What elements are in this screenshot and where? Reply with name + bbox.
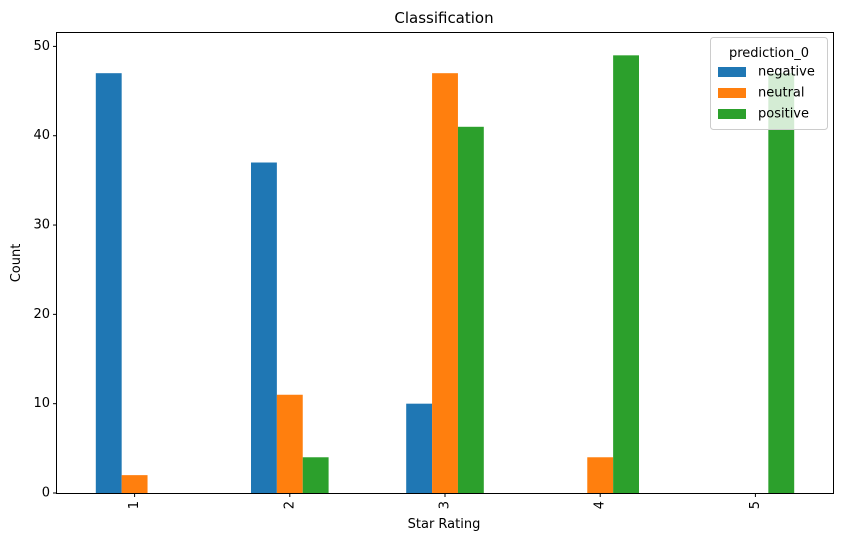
bar-negative-2 bbox=[251, 162, 277, 493]
bar-positive-3 bbox=[457, 126, 484, 493]
bar-positive-4 bbox=[613, 55, 639, 493]
legend-label-negative: negative bbox=[758, 65, 815, 80]
y-tick-label: 20 bbox=[33, 307, 50, 322]
x-tick-label: 1 bbox=[127, 501, 142, 509]
plot-frame bbox=[56, 32, 834, 494]
bars-group bbox=[95, 55, 795, 493]
bar-neutral-2 bbox=[276, 394, 303, 493]
legend-swatch-negative bbox=[718, 67, 746, 77]
y-tick-label: 0 bbox=[42, 486, 50, 501]
x-tick-label: 2 bbox=[282, 501, 297, 509]
legend-label-positive: positive bbox=[758, 107, 809, 122]
y-tick-label: 30 bbox=[33, 218, 50, 233]
legend-swatch-neutral bbox=[718, 88, 746, 98]
y-tick-label: 40 bbox=[33, 128, 50, 143]
y-tick-label: 10 bbox=[33, 396, 50, 411]
bar-negative-1 bbox=[95, 73, 122, 493]
bar-neutral-3 bbox=[432, 73, 458, 493]
legend: prediction_0 negative neutral positive bbox=[710, 37, 828, 130]
x-tick-label: 4 bbox=[593, 501, 608, 509]
legend-label-neutral: neutral bbox=[758, 86, 805, 101]
bar-positive-2 bbox=[302, 457, 329, 493]
chart-title: Classification bbox=[394, 9, 493, 27]
legend-items: negative neutral positive bbox=[718, 65, 815, 122]
y-axis-label: Count bbox=[9, 244, 24, 283]
x-axis-label: Star Rating bbox=[408, 517, 481, 532]
x-tick-label: 5 bbox=[748, 501, 763, 509]
bar-neutral-4 bbox=[587, 457, 614, 493]
bar-negative-3 bbox=[406, 403, 433, 493]
x-tick-label: 3 bbox=[438, 501, 453, 509]
bar-neutral-1 bbox=[121, 475, 148, 493]
legend-box bbox=[710, 37, 828, 130]
y-tick-label: 50 bbox=[33, 39, 50, 54]
legend-swatch-positive bbox=[718, 109, 746, 119]
y-axis-ticks: 0 10 20 30 40 50 bbox=[33, 39, 57, 501]
legend-title: prediction_0 bbox=[729, 46, 809, 61]
bar-positive-5 bbox=[768, 73, 795, 493]
